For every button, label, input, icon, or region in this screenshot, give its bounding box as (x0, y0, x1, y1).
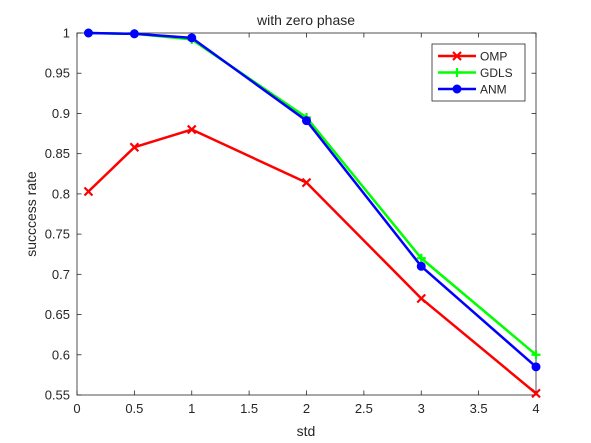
series-line-omp (87, 128, 537, 395)
x-tick-label: 3.5 (470, 401, 488, 416)
legend-marker-gdls (452, 68, 462, 77)
data-point-omp (301, 177, 312, 188)
data-point-anm (416, 261, 426, 271)
x-tick-label: 0 (73, 401, 80, 416)
x-tick-label: 4 (532, 401, 539, 416)
x-axis: 0 0.5 1 1.5 2 2.5 3 3.5 4 (73, 33, 540, 416)
series-line-anm (88, 31, 537, 368)
data-point-omp (531, 388, 541, 399)
x-axis-title: std (297, 423, 316, 439)
legend-marker-anm (452, 84, 462, 94)
data-point-anm (83, 28, 93, 38)
legend-label-omp: OMP (480, 50, 507, 64)
y-axis-title: succcess rate (23, 171, 39, 257)
legend-label-anm: ANM (480, 83, 507, 97)
x-tick-label: 0.5 (125, 401, 143, 416)
data-point-omp (83, 186, 94, 197)
x-tick-label: 2 (303, 401, 310, 416)
data-point-omp (186, 124, 197, 135)
y-tick-label: 0.65 (45, 307, 70, 322)
data-point-gdls (531, 350, 541, 360)
legend-label-gdls: GDLS (480, 66, 513, 80)
y-tick-label: 0.6 (52, 347, 70, 362)
y-tick-label: 0.95 (45, 66, 70, 81)
series-layer (83, 28, 541, 399)
y-axis: 0.55 0.6 0.65 0.7 0.75 0.8 0.85 0.9 0.95 1 (45, 26, 536, 403)
y-tick-label: 0.8 (52, 186, 70, 201)
data-point-anm (302, 116, 311, 126)
legend-marker-omp (452, 51, 462, 61)
legend: OMP GDLS ANM (431, 43, 526, 102)
y-tick-label: 0.9 (52, 106, 70, 121)
data-point-anm (531, 362, 541, 372)
y-tick-label: 0.75 (45, 227, 70, 242)
series-anm (83, 28, 541, 372)
y-tick-label: 0.55 (45, 388, 70, 403)
data-point-gdls (416, 253, 426, 263)
x-tick-label: 1 (188, 401, 195, 416)
y-tick-label: 0.85 (45, 146, 70, 161)
data-point-omp (416, 293, 427, 304)
series-omp (83, 124, 541, 399)
x-tick-label: 3 (418, 401, 425, 416)
x-tick-label: 2.5 (355, 401, 373, 416)
y-tick-label: 1 (63, 26, 70, 41)
chart-title: with zero phase (256, 12, 355, 28)
data-point-anm (187, 33, 197, 43)
y-tick-label: 0.7 (52, 267, 70, 282)
x-tick-label: 1.5 (240, 401, 258, 416)
data-point-anm (129, 29, 139, 39)
data-point-omp (129, 142, 140, 153)
